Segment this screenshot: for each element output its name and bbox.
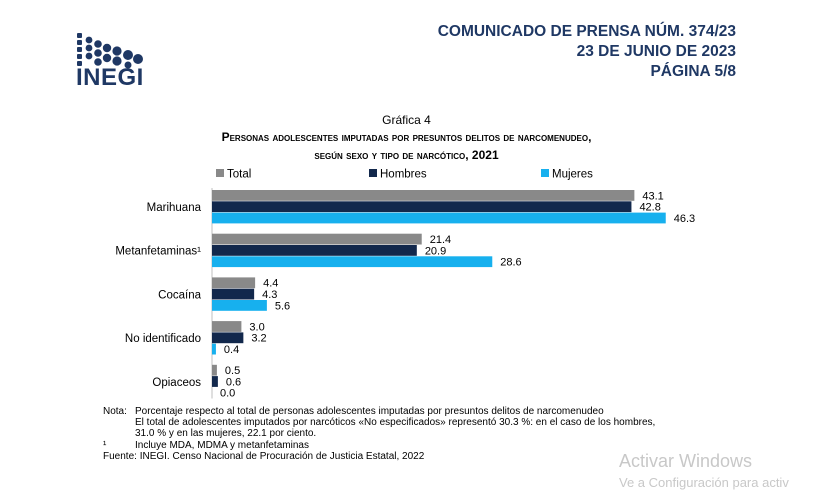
press-release-date: 23 DE JUNIO DE 2023 <box>576 43 736 60</box>
bar-3-0 <box>212 321 242 332</box>
bar-0-2 <box>212 212 666 224</box>
data-label-0-2: 46.3 <box>674 213 695 225</box>
page-number: PÁGINA 5/8 <box>650 63 736 80</box>
data-label-4-0: 0.5 <box>225 365 240 377</box>
bar-4-1 <box>212 376 218 387</box>
bar-2-2 <box>212 300 267 311</box>
chart-title: Personas adolescentes imputadas por pres… <box>100 128 713 164</box>
chart-notes: Nota: Porcentaje respecto al total de pe… <box>103 406 655 462</box>
bar-1-1 <box>212 245 417 256</box>
bar-chart: Total Hombres Mujeres Marihuana 43.142.8 46.3… <box>115 169 695 400</box>
category-label-1: Metanfetaminas¹ <box>115 246 201 258</box>
bar-4-0 <box>212 364 217 376</box>
legend-swatch-0 <box>216 169 224 177</box>
data-label-0-0: 43.1 <box>642 190 663 202</box>
note-line-2: El total de adolescentes imputados por n… <box>135 417 656 429</box>
data-label-3-1: 3.2 <box>251 333 266 345</box>
data-label-3-2: 0.4 <box>224 344 239 356</box>
category-label-2: Cocaína <box>158 289 201 301</box>
data-label-1-0: 21.4 <box>430 234 451 246</box>
activation-watermark-title: Activar Windows <box>619 451 753 471</box>
data-label-3-0: 3.0 <box>249 321 264 333</box>
data-label-2-2: 5.6 <box>275 300 290 312</box>
legend-label-2: Mujeres <box>552 169 593 181</box>
category-label-3: No identificado <box>125 333 201 345</box>
data-label-1-2: 28.6 <box>500 257 521 269</box>
chart-title-line1: Personas adolescentes imputadas por pres… <box>221 130 592 144</box>
footnote-mark: ¹ <box>103 439 107 451</box>
press-header: COMUNICADO DE PRENSA NÚM. 374/23 23 DE J… <box>438 22 736 82</box>
data-label-4-2: 0.0 <box>220 388 235 400</box>
legend-swatch-1 <box>369 169 377 177</box>
data-label-2-1: 4.3 <box>262 289 277 301</box>
bar-1-0 <box>212 233 422 245</box>
note-line-3: 31.0 % y en las mujeres, 22.1 por ciento… <box>135 428 317 440</box>
bar-3-2 <box>212 343 216 355</box>
data-label-2-0: 4.4 <box>263 278 278 290</box>
data-label-1-1: 20.9 <box>425 245 446 257</box>
category-label-0: Marihuana <box>147 202 202 214</box>
bar-0-0 <box>212 190 635 201</box>
legend-swatch-2 <box>541 169 549 177</box>
footnote-text: Incluye MDA, MDMA y metanfetaminas <box>135 439 309 451</box>
activation-watermark-subtitle: Ve a Configuración para activ <box>619 475 789 490</box>
legend-label-1: Hombres <box>380 169 427 181</box>
inegi-logo <box>77 33 143 69</box>
press-release-number: COMUNICADO DE PRENSA NÚM. 374/23 <box>437 23 736 40</box>
data-label-4-1: 0.6 <box>226 376 241 388</box>
bar-0-1 <box>212 201 632 213</box>
bar-2-1 <box>212 288 255 300</box>
data-label-0-1: 42.8 <box>639 202 660 214</box>
bar-1-2 <box>212 256 493 268</box>
logo-wordmark: INEGI <box>76 64 144 91</box>
chart-label: Gráfica 4 <box>382 113 431 127</box>
note-label: Nota: <box>103 406 127 417</box>
note-line-1: Porcentaje respecto al total de personas… <box>135 406 604 417</box>
bar-3-1 <box>212 332 244 344</box>
source-note: Fuente: INEGI. Censo Nacional de Procura… <box>103 450 425 462</box>
category-label-4: Opiaceos <box>152 377 201 389</box>
chart-title-line2: según sexo y tipo de narcótico, 2021 <box>314 148 499 162</box>
bar-2-0 <box>212 277 256 289</box>
legend-label-0: Total <box>227 169 251 181</box>
